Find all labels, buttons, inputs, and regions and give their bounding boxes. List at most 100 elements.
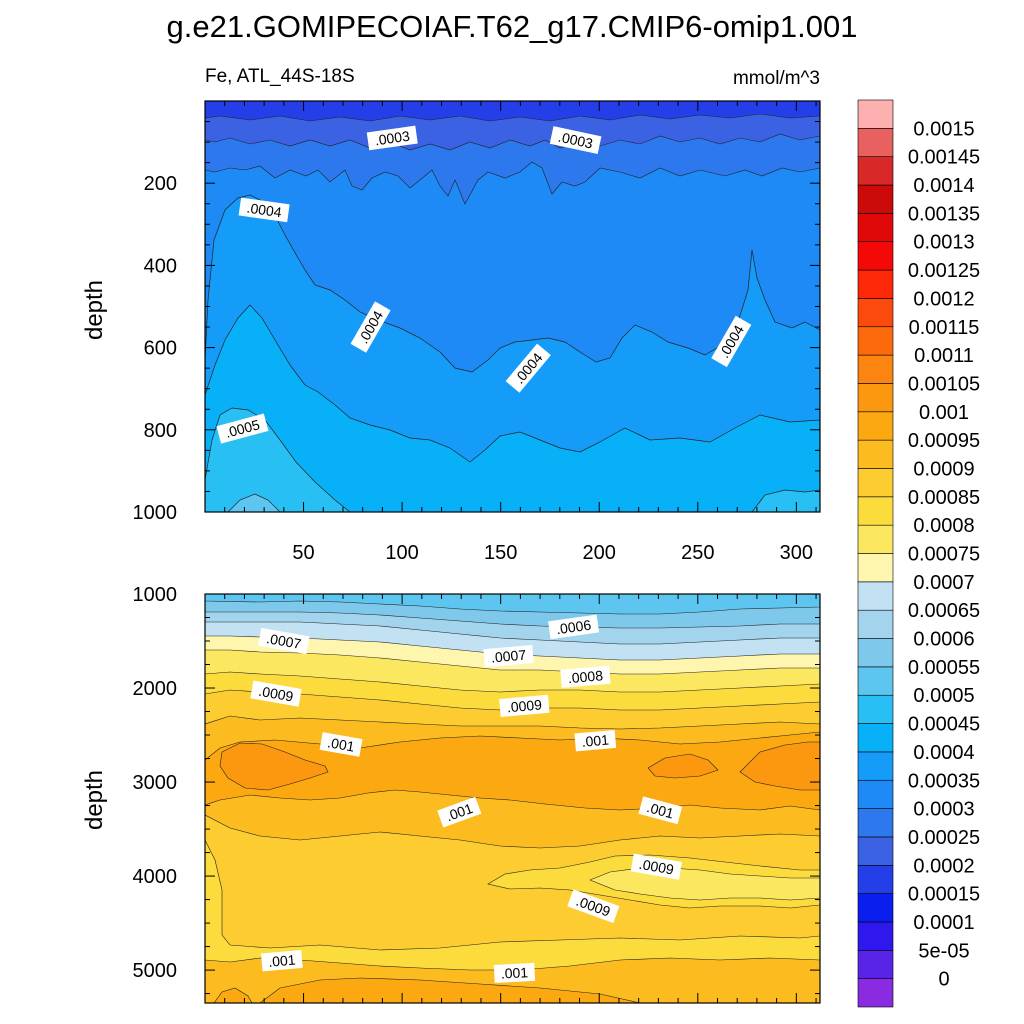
contour-label-box bbox=[366, 125, 418, 151]
colorbar-swatch bbox=[857, 99, 894, 129]
contour-label-text: .001 bbox=[268, 952, 297, 970]
colorbar-swatch bbox=[857, 213, 894, 243]
contour-label-box bbox=[250, 680, 302, 707]
contour-label-box bbox=[350, 301, 391, 353]
colorbar-label: 0.0011 bbox=[914, 345, 974, 367]
y-tick-label: 4000 bbox=[133, 866, 178, 888]
y-tick-label: 400 bbox=[144, 255, 177, 277]
colorbar-swatch bbox=[857, 694, 894, 724]
contour-label-text: .0004 bbox=[246, 200, 283, 221]
y-tick-label: 2000 bbox=[133, 678, 178, 700]
colorbar-swatch bbox=[857, 184, 894, 214]
x-tick-label: 200 bbox=[583, 542, 616, 564]
colorbar-swatch bbox=[857, 524, 894, 554]
colorbar-swatch bbox=[857, 128, 894, 157]
contour-label: .0008 bbox=[560, 665, 611, 688]
colorbar-label: 0.00115 bbox=[909, 317, 980, 339]
colorbar-swatch bbox=[857, 269, 894, 299]
contour-label: .0004 bbox=[238, 197, 290, 223]
colorbar-swatch bbox=[857, 666, 894, 696]
colorbar-label: 0.00015 bbox=[908, 884, 980, 906]
upper-band-0005-right bbox=[751, 489, 820, 512]
x-tick-label: 300 bbox=[780, 542, 813, 564]
colorbar-label: 0.0012 bbox=[913, 288, 974, 310]
contour-label-box bbox=[549, 126, 602, 154]
chart-subtitle-left: Fe, ATL_44S-18S bbox=[205, 66, 355, 87]
contour-label: .001 bbox=[260, 949, 303, 972]
colorbar-label: 0.00095 bbox=[908, 430, 980, 452]
contour-label: .001 bbox=[574, 729, 617, 752]
colorbar-swatch bbox=[857, 411, 894, 441]
lower-plot-frame bbox=[204, 593, 821, 1004]
contour-label-text: .0009 bbox=[638, 856, 675, 878]
y-tick-label: 200 bbox=[144, 173, 177, 195]
colorbar-swatch bbox=[857, 326, 894, 356]
colorbar-label: 0.0013 bbox=[913, 232, 974, 254]
contour-label-box bbox=[574, 729, 617, 752]
y-tick-label: 1000 bbox=[133, 584, 178, 606]
colorbar-label: 0.00055 bbox=[908, 657, 980, 679]
colorbar-label: 0.0005 bbox=[913, 685, 974, 707]
x-tick-label: 150 bbox=[484, 542, 517, 564]
contour-label: .0009 bbox=[250, 680, 302, 707]
colorbar-swatch bbox=[857, 893, 894, 923]
colorbar-label: 0.0004 bbox=[913, 742, 974, 764]
contour-label-box bbox=[567, 889, 620, 923]
colorbar-label: 5e-05 bbox=[918, 940, 969, 962]
contour-label-box bbox=[483, 644, 534, 668]
contour-label-box bbox=[560, 665, 611, 688]
contour-label: .0007 bbox=[483, 644, 534, 668]
colorbar-swatch bbox=[857, 921, 894, 951]
lower-band-0011-left bbox=[219, 742, 329, 791]
colorbar-swatch bbox=[857, 354, 894, 384]
chart-subtitle-right: mmol/m^3 bbox=[733, 68, 820, 89]
lower-band-0011-mid bbox=[647, 753, 719, 779]
contour-label-text: .0009 bbox=[506, 696, 543, 715]
lower-band-00105-bottom bbox=[259, 977, 641, 1003]
contour-label-text: .0003 bbox=[557, 129, 595, 152]
lower-axis-ticks: 1000 2000 3000 4000 5000 bbox=[133, 584, 820, 1003]
colorbar-label: 0.00085 bbox=[908, 487, 980, 509]
x-tick-label: 250 bbox=[681, 542, 714, 564]
colorbar-swatch bbox=[857, 950, 894, 979]
contour-label: .0003 bbox=[549, 126, 602, 154]
contour-label: .0006 bbox=[548, 614, 600, 640]
y-tick-label: 3000 bbox=[133, 772, 178, 794]
colorbar-label: 0.00135 bbox=[908, 203, 980, 225]
lower-ylabel: depth bbox=[81, 770, 108, 830]
contour-label-text: .0008 bbox=[567, 667, 604, 686]
colorbar-swatch bbox=[857, 383, 894, 413]
colorbar-label: 0.00045 bbox=[908, 714, 980, 736]
colorbar-swatch bbox=[857, 723, 894, 753]
colorbar: 0.0015 0.00145 0.0014 0.00135 0.0013 0.00125 0… bbox=[857, 99, 980, 1008]
colorbar-swatch bbox=[857, 581, 894, 611]
contour-label-box bbox=[260, 949, 303, 972]
colorbar-swatch bbox=[857, 609, 894, 639]
x-tick-label: 50 bbox=[292, 542, 314, 564]
colorbar-label: 0.0002 bbox=[913, 855, 974, 877]
contour-label: .001 bbox=[319, 732, 363, 757]
contour-label-box bbox=[238, 197, 290, 223]
colorbar-swatch bbox=[857, 864, 894, 894]
upper-band-0002 bbox=[205, 101, 820, 122]
x-tick-label: 100 bbox=[385, 542, 418, 564]
colorbar-swatch bbox=[857, 808, 894, 838]
contour-label-box bbox=[505, 343, 551, 393]
contour-label-text: .001 bbox=[581, 732, 610, 750]
lower-band-0006-top bbox=[205, 594, 820, 615]
lower-band-0011-right bbox=[739, 741, 820, 791]
contour-label-text: .0006 bbox=[555, 617, 592, 638]
colorbar-swatch bbox=[857, 553, 894, 583]
contour-label-box bbox=[258, 627, 310, 655]
colorbar-swatch bbox=[857, 978, 894, 1008]
colorbar-label: 0 bbox=[938, 969, 949, 991]
contour-label-box bbox=[493, 962, 536, 983]
colorbar-label: 0.00145 bbox=[908, 147, 980, 169]
upper-contour-fill bbox=[205, 101, 820, 512]
colorbar-label: 0.0014 bbox=[913, 175, 974, 197]
contour-label: .0009 bbox=[630, 853, 683, 880]
upper-axis-ticks: 50 100 150 200 250 300 200 400 600 800 1000 bbox=[133, 100, 820, 564]
colorbar-swatch bbox=[857, 779, 894, 809]
contour-label-text: .0003 bbox=[374, 128, 411, 149]
